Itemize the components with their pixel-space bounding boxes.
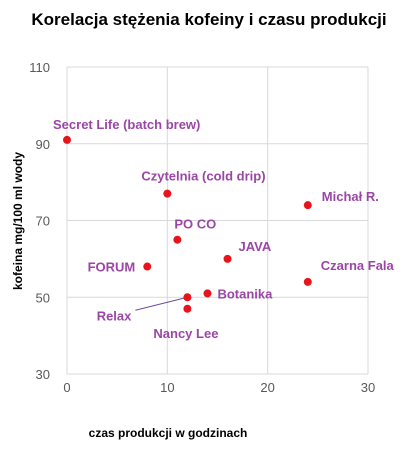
data-point xyxy=(303,277,312,286)
gridlines xyxy=(66,66,369,375)
y-tick-labels: 30 50 70 90 110 xyxy=(29,60,50,382)
data-point xyxy=(203,289,212,298)
data-label: Relax xyxy=(97,308,132,323)
data-point xyxy=(183,304,192,313)
leader-lines xyxy=(135,296,188,311)
data-label: Nancy Lee xyxy=(153,326,218,341)
y-axis-label: kofeina mg/100 ml wody xyxy=(11,152,25,290)
x-tick-label: 10 xyxy=(160,380,174,395)
data-labels: Secret Life (batch brew) Czytelnia (cold … xyxy=(53,117,395,341)
data-label: Czytelnia (cold drip) xyxy=(141,169,265,184)
y-tick-label: 30 xyxy=(36,367,50,382)
data-label: Secret Life (batch brew) xyxy=(53,117,200,132)
y-tick-label: 110 xyxy=(29,60,50,75)
data-point xyxy=(143,262,152,271)
data-label: JAVA xyxy=(239,239,272,254)
x-axis-label: czas produkcji w godzinach xyxy=(89,426,248,440)
data-point xyxy=(173,235,182,244)
chart-title: Korelacja stężenia kofeiny i czasu produ… xyxy=(31,10,387,29)
data-label: PO CO xyxy=(174,217,216,232)
data-label: Botanika xyxy=(217,286,273,301)
data-point xyxy=(223,254,232,263)
x-tick-label: 0 xyxy=(63,380,70,395)
y-tick-label: 90 xyxy=(36,137,50,152)
y-tick-label: 50 xyxy=(36,290,50,305)
data-label: FORUM xyxy=(88,260,136,275)
y-tick-label: 70 xyxy=(36,214,50,229)
leader-line xyxy=(135,296,188,311)
data-point xyxy=(183,293,192,302)
data-points xyxy=(63,135,312,313)
x-tick-label: 30 xyxy=(361,380,375,395)
data-label: Michał R. xyxy=(322,189,379,204)
data-label: Czarna Fala xyxy=(321,258,395,273)
x-tick-label: 20 xyxy=(260,380,274,395)
data-point xyxy=(303,201,312,210)
data-point xyxy=(63,135,71,144)
data-point xyxy=(163,189,172,198)
x-tick-labels: 0 10 20 30 xyxy=(63,380,375,395)
